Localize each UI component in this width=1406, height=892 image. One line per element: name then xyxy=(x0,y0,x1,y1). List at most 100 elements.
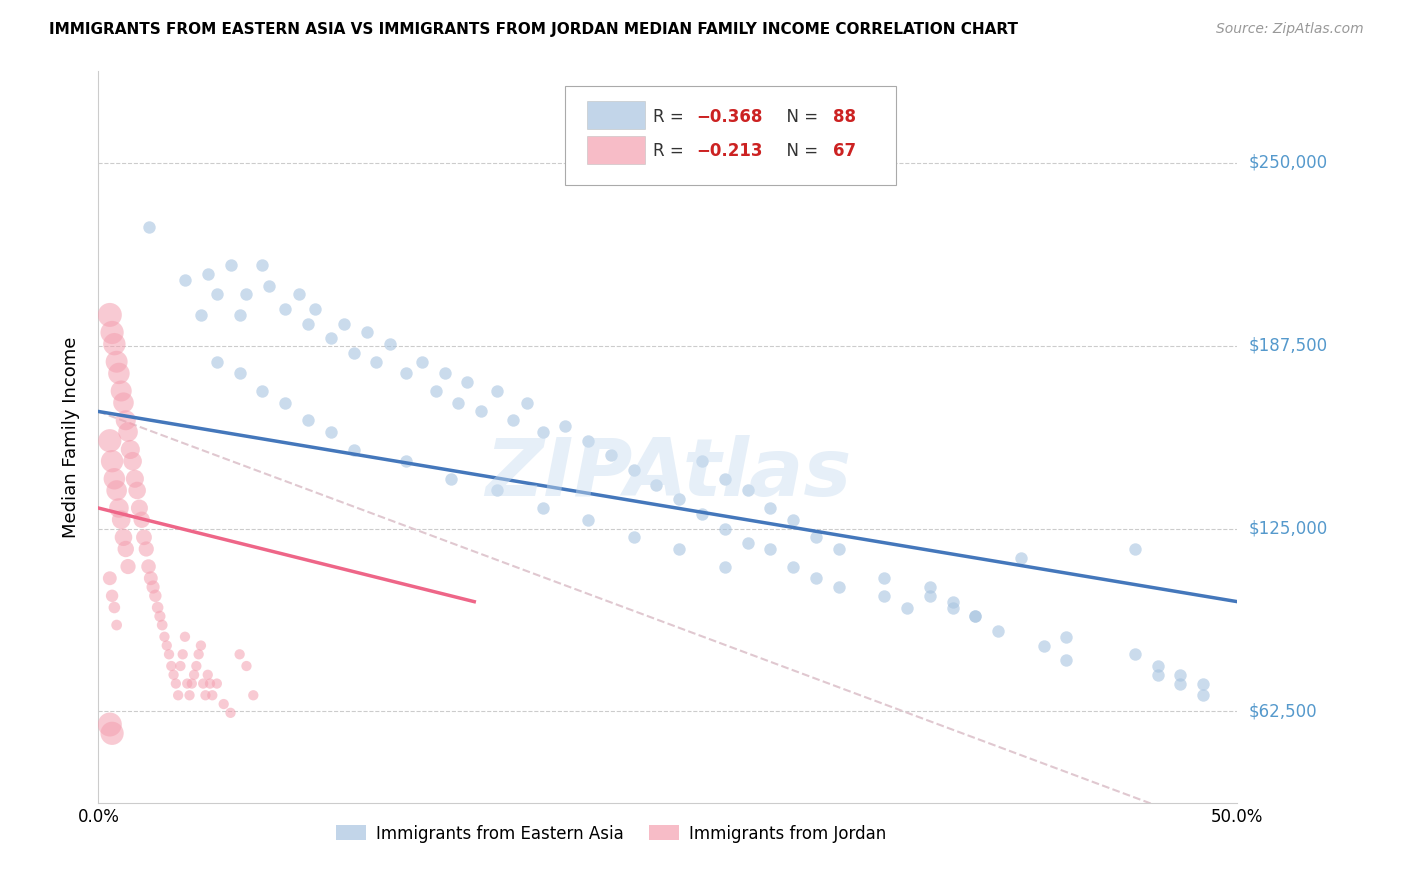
Point xyxy=(132,530,155,544)
Legend: Immigrants from Eastern Asia, Immigrants from Jordan: Immigrants from Eastern Asia, Immigrants… xyxy=(329,818,893,849)
Text: Source: ZipAtlas.com: Source: ZipAtlas.com xyxy=(1216,22,1364,37)
FancyBboxPatch shape xyxy=(586,136,645,163)
Point xyxy=(668,541,690,556)
Point xyxy=(759,501,782,516)
Point xyxy=(1010,550,1032,565)
Point xyxy=(120,442,142,457)
Point xyxy=(366,355,388,369)
Point xyxy=(98,308,121,322)
Point xyxy=(105,483,128,498)
Point xyxy=(304,302,326,317)
FancyBboxPatch shape xyxy=(565,86,896,185)
Point xyxy=(516,395,538,409)
Text: −0.368: −0.368 xyxy=(696,108,762,126)
Point xyxy=(103,600,125,615)
Point xyxy=(342,346,364,360)
Point xyxy=(873,589,896,603)
Point xyxy=(117,425,139,439)
Point xyxy=(440,472,463,486)
Point xyxy=(101,326,124,340)
Point xyxy=(172,648,194,662)
Point xyxy=(169,659,191,673)
Point xyxy=(117,559,139,574)
Point xyxy=(1123,648,1146,662)
Text: 67: 67 xyxy=(832,142,856,160)
Point xyxy=(576,434,599,448)
Point xyxy=(274,395,297,409)
Point xyxy=(1146,659,1168,673)
Text: N =: N = xyxy=(776,142,824,160)
Point xyxy=(205,355,228,369)
Text: −0.213: −0.213 xyxy=(696,142,763,160)
Point xyxy=(1192,676,1215,690)
Point xyxy=(502,413,524,427)
Point xyxy=(782,559,804,574)
Point xyxy=(103,337,125,351)
Point xyxy=(668,492,690,507)
FancyBboxPatch shape xyxy=(586,102,645,129)
Point xyxy=(804,571,827,585)
Point xyxy=(333,317,356,331)
Point xyxy=(201,688,224,702)
Text: $125,000: $125,000 xyxy=(1249,519,1327,538)
Text: N =: N = xyxy=(776,108,824,126)
Point xyxy=(896,600,918,615)
Point xyxy=(198,676,221,690)
Point xyxy=(447,395,470,409)
Point xyxy=(378,337,401,351)
Point xyxy=(98,571,121,585)
Point xyxy=(576,513,599,527)
Point xyxy=(1146,667,1168,682)
Point xyxy=(197,667,219,682)
Point xyxy=(242,688,264,702)
Point xyxy=(138,220,160,235)
Text: $62,500: $62,500 xyxy=(1249,702,1317,721)
Point xyxy=(205,676,228,690)
Point xyxy=(623,530,645,544)
Point xyxy=(228,308,250,322)
Point xyxy=(103,472,125,486)
Point xyxy=(183,667,205,682)
Point xyxy=(98,434,121,448)
Point xyxy=(219,258,242,272)
Point xyxy=(433,367,456,381)
Point xyxy=(110,384,132,398)
Point xyxy=(149,609,172,624)
Point xyxy=(319,425,342,439)
Point xyxy=(235,287,257,301)
Point xyxy=(128,501,150,516)
Point xyxy=(356,326,378,340)
Point xyxy=(759,541,782,556)
Point xyxy=(259,278,281,293)
Point xyxy=(121,454,143,468)
Point xyxy=(190,639,212,653)
Point xyxy=(252,258,274,272)
Point xyxy=(297,413,319,427)
Point xyxy=(395,454,418,468)
Point xyxy=(411,355,433,369)
Point xyxy=(205,287,228,301)
Point xyxy=(531,425,554,439)
Point xyxy=(212,697,235,711)
Point xyxy=(228,648,250,662)
Point xyxy=(918,580,941,594)
Point xyxy=(470,404,492,418)
Point xyxy=(714,472,737,486)
Point xyxy=(101,589,124,603)
Point xyxy=(918,589,941,603)
Point xyxy=(138,559,160,574)
Point xyxy=(987,624,1010,638)
Point xyxy=(131,513,153,527)
Point xyxy=(187,648,209,662)
Point xyxy=(554,419,576,434)
Point xyxy=(1032,639,1054,653)
Point xyxy=(194,688,217,702)
Point xyxy=(174,273,197,287)
Point xyxy=(782,513,804,527)
Point xyxy=(1123,541,1146,556)
Point xyxy=(288,287,311,301)
Point xyxy=(186,659,208,673)
Point xyxy=(180,676,202,690)
Point xyxy=(1170,667,1192,682)
Point xyxy=(531,501,554,516)
